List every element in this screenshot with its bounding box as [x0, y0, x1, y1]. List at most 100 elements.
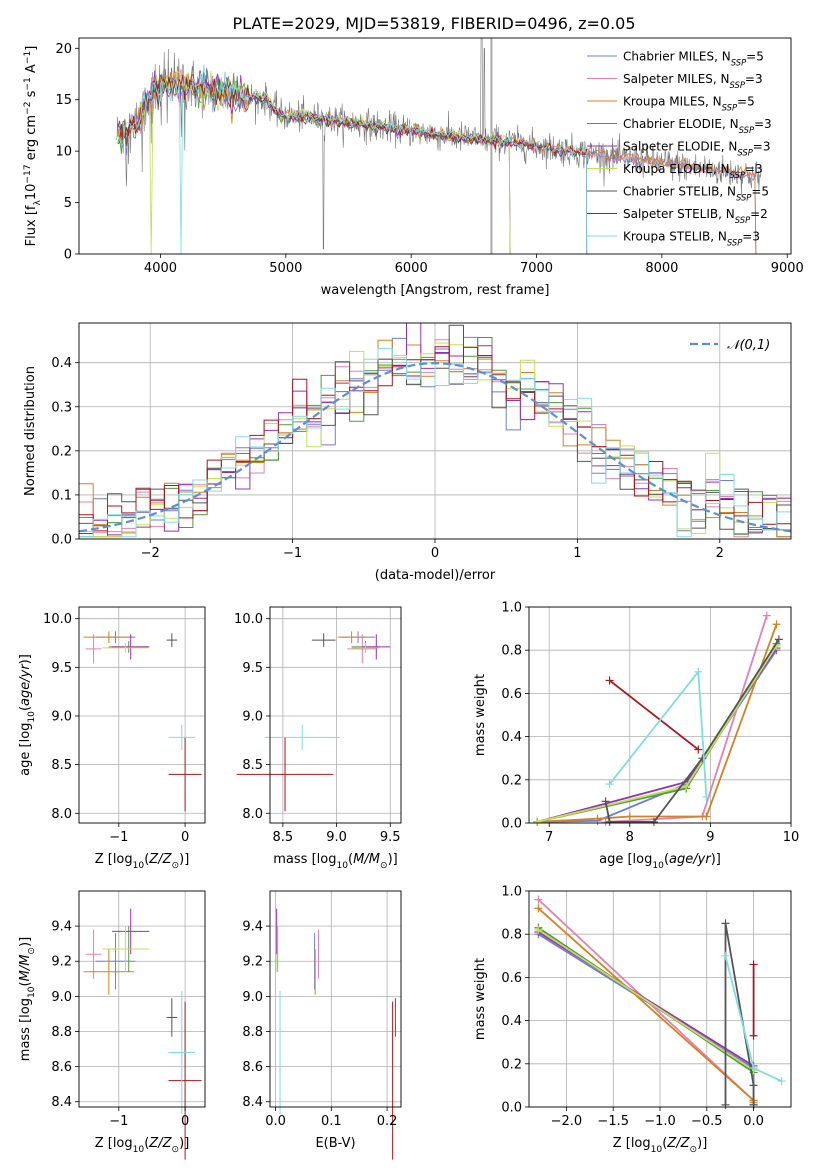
y-tick-label: 9.2 — [242, 955, 263, 970]
x-tick-label: 0.0 — [743, 1114, 764, 1129]
mass-weight-marker — [777, 1077, 786, 1086]
x-tick-label: 9 — [706, 830, 714, 845]
y-axis-label: Flux [fλ10−17 erg cm−2 s−1 A−1] — [23, 46, 43, 247]
y-tick-label: 5 — [64, 196, 72, 211]
y-tick-label: 8.8 — [242, 1025, 263, 1040]
mass-weight-marker — [694, 667, 703, 676]
x-tick-label: 7000 — [520, 261, 553, 276]
mass-vs-EBV-panel: 0.0 0.1 0.2 8.4 8.6 8.8 9.0 9.2 9.4 E(B-V) — [242, 890, 402, 1160]
axes-frame — [78, 37, 792, 255]
x-tick-label: 9.5 — [380, 830, 401, 845]
normal-reference-curve — [79, 361, 791, 533]
y-axis-label: Normed distribution — [23, 366, 38, 496]
y-tick-label: 9.2 — [51, 955, 72, 970]
x-tick-label: 0.0 — [265, 1114, 286, 1129]
y-tick-label: 0.2 — [501, 773, 522, 788]
y-tick-label: 0.6 — [501, 971, 522, 986]
axes-frame — [269, 606, 402, 824]
y-tick-label: 9.4 — [51, 920, 72, 935]
y-tick-label: 10.0 — [43, 612, 72, 627]
mass-weight-line — [537, 907, 755, 1103]
y-tick-label: 8.6 — [242, 1060, 263, 1075]
x-tick-label: −1.5 — [597, 1114, 629, 1129]
mass-weight-vs-Z-panel: −2.0 −1.5 −1.0 −0.5 0.0 0.0 0.2 0.4 0.6 0.8 1.0 Z [… — [473, 885, 792, 1155]
legend-label: Chabrier STELIB, NSSP=5 — [623, 185, 769, 203]
legend-label: 𝒩(0,1) — [727, 338, 770, 353]
x-tick-label: 0 — [181, 830, 189, 845]
x-tick-label: −1 — [283, 546, 302, 561]
x-tick-label: 7 — [545, 830, 553, 845]
mass-weight-line — [609, 679, 699, 751]
y-tick-label: 0.4 — [501, 1014, 522, 1029]
mass-weight-marker — [721, 919, 730, 928]
mass-weight-marker — [682, 782, 691, 791]
y-tick-label: 8.5 — [242, 758, 263, 773]
y-tick-label: 9.0 — [242, 990, 263, 1005]
mass-vs-Z-panel: −1 0 8.4 8.6 8.8 9.0 9.2 9.4 Z [log10(Z/Z⊙)] mass… — [18, 890, 206, 1160]
y-tick-label: 8.5 — [51, 758, 72, 773]
mass-weight-marker — [534, 895, 543, 904]
y-tick-label: 9.5 — [51, 661, 72, 676]
legend-label: Chabrier ELODIE, NSSP=3 — [623, 117, 772, 135]
model-spectrum-line — [117, 72, 511, 254]
age-vs-mass-panel: 8.5 9.0 9.5 8.0 8.5 9.0 9.5 10.0 mass [log10(M/M… — [234, 606, 402, 871]
legend-label: Kroupa STELIB, NSSP=3 — [623, 230, 760, 248]
age-vs-Z-panel: −1 0 8.0 8.5 9.0 9.5 10.0 Z [log10(Z/Z⊙)] age [l… — [18, 606, 206, 871]
x-tick-label: 5000 — [269, 261, 302, 276]
y-tick-label: 8.0 — [51, 807, 72, 822]
x-tick-label: 8000 — [645, 261, 678, 276]
x-tick-label: 1 — [573, 546, 581, 561]
y-tick-label: 9.0 — [51, 709, 72, 724]
mass-weight-marker — [605, 817, 614, 826]
mass-weight-line — [724, 923, 755, 1105]
x-axis-label: Z [log10(Z/Z⊙)] — [613, 1136, 708, 1155]
y-tick-label: 0.2 — [51, 444, 72, 459]
y-axis-label: mass weight — [473, 674, 488, 756]
y-tick-label: 9.0 — [242, 709, 263, 724]
y-tick-label: 0.1 — [51, 488, 72, 503]
x-axis-label: mass [log10(M/M⊙)] — [273, 852, 397, 871]
legend-label: Chabrier MILES, NSSP=5 — [623, 50, 764, 68]
y-tick-label: 9.4 — [242, 920, 263, 935]
y-tick-label: 0.4 — [51, 356, 72, 371]
mass-weight-marker — [721, 951, 730, 960]
legend-label: Kroupa ELODIE, NSSP=3 — [623, 162, 763, 180]
mass-weight-marker — [605, 780, 614, 789]
x-tick-label: 0 — [181, 1114, 189, 1129]
y-tick-label: 8.4 — [242, 1095, 263, 1110]
mass-weight-marker — [605, 676, 614, 685]
spectrum-plot — [116, 38, 763, 254]
x-axis-label: wavelength [Angstrom, rest frame] — [321, 283, 550, 298]
y-tick-label: 0.6 — [501, 687, 522, 702]
mass-weight-marker — [749, 1081, 758, 1090]
mass-weight-marker — [749, 1031, 758, 1040]
mass-weight-marker — [534, 904, 543, 913]
axes-frame — [78, 606, 206, 824]
x-tick-label: 10 — [783, 830, 800, 845]
y-tick-label: 1.0 — [501, 885, 522, 900]
model-spectrum-line — [117, 70, 511, 254]
model-spectrum-line — [117, 71, 588, 254]
mass-weight-marker — [698, 754, 707, 763]
legend-label: Salpeter ELODIE, NSSP=3 — [623, 140, 771, 158]
legend-label: Salpeter MILES, NSSP=3 — [623, 72, 763, 90]
figure-title: PLATE=2029, MJD=53819, FIBERID=0496, z=0… — [232, 14, 635, 33]
x-tick-label: 2 — [716, 546, 724, 561]
mass-weight-marker — [749, 960, 758, 969]
x-axis-label: Z [log10(Z/Z⊙)] — [95, 1136, 190, 1155]
legend-label: Salpeter STELIB, NSSP=2 — [623, 207, 768, 225]
legend-label: Kroupa MILES, NSSP=5 — [623, 95, 755, 113]
x-tick-label: 9.0 — [326, 830, 347, 845]
x-tick-label: 6000 — [395, 261, 428, 276]
x-tick-label: −2.0 — [551, 1114, 583, 1129]
x-tick-label: 8.5 — [273, 830, 294, 845]
mass-weight-marker — [593, 814, 602, 823]
y-tick-label: 20 — [55, 42, 72, 57]
mass-weight-marker — [749, 1064, 758, 1073]
mass-weight-marker — [601, 797, 610, 806]
y-tick-label: 10.0 — [234, 612, 263, 627]
x-tick-label: 0 — [431, 546, 439, 561]
mass-weight-marker — [774, 635, 783, 644]
residuals-panel: −2 −1 0 1 2 0.0 0.1 0.2 0.3 0.4 (data-model)/error… — [23, 322, 792, 583]
